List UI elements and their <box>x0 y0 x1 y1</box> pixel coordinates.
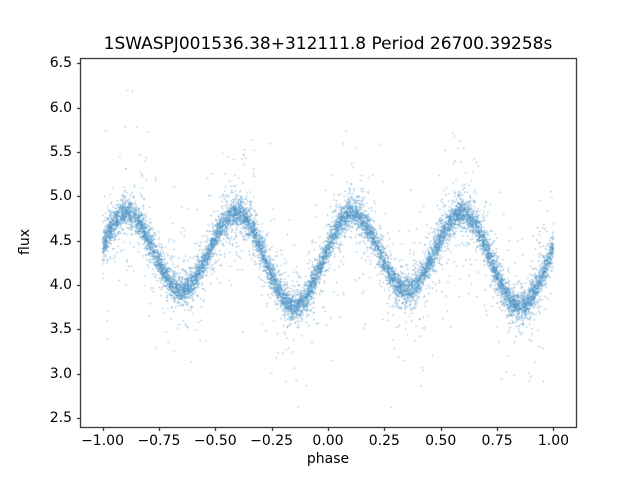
chart-title: 1SWASPJ001536.38+312111.8 Period 26700.3… <box>103 34 553 54</box>
y-tick-label: 5.0 <box>49 188 72 205</box>
x-tick-label: −1.00 <box>81 433 124 449</box>
y-tick-label: 2.5 <box>49 410 72 427</box>
y-tick-label: 6.0 <box>49 99 72 116</box>
x-tick-label: 1.00 <box>537 433 570 449</box>
x-tick-label: 0.25 <box>368 433 400 449</box>
y-tick-label: 3.0 <box>49 365 72 382</box>
x-axis-label: phase <box>306 451 350 467</box>
x-tick-label: −0.75 <box>137 433 181 449</box>
y-tick-label: 5.5 <box>49 144 72 161</box>
x-tick-label: 0.00 <box>312 433 344 449</box>
y-tick-label: 4.0 <box>49 277 72 294</box>
y-tick-label: 4.5 <box>49 232 72 249</box>
x-tick-label: −0.25 <box>250 433 294 449</box>
y-tick-label: 3.5 <box>49 321 72 338</box>
y-tick-label: 6.5 <box>49 55 72 72</box>
x-tick-label: −0.50 <box>193 433 237 449</box>
x-tick-label: 0.75 <box>481 433 513 449</box>
x-tick-label: 0.50 <box>425 433 457 449</box>
